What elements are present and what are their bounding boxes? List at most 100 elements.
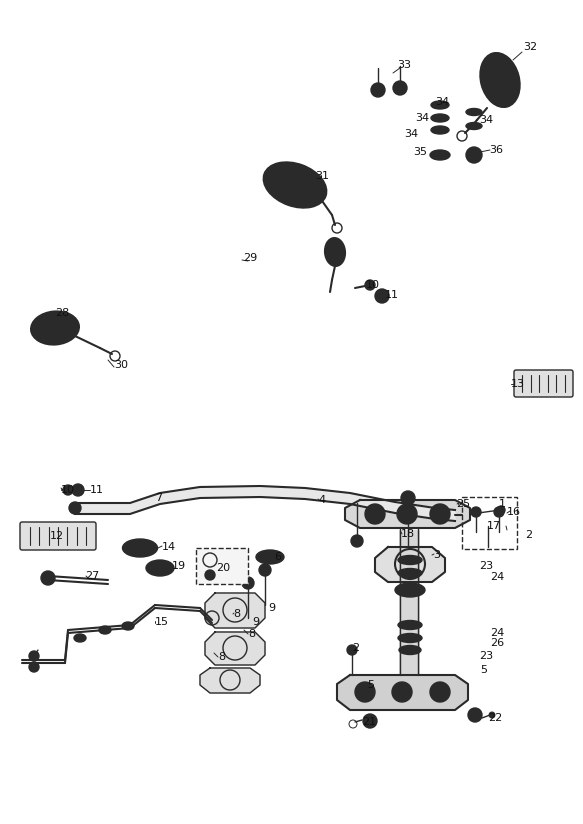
- Ellipse shape: [99, 626, 111, 634]
- Circle shape: [466, 147, 482, 163]
- Ellipse shape: [480, 53, 519, 107]
- Polygon shape: [375, 547, 445, 582]
- Circle shape: [63, 485, 73, 495]
- Text: 9: 9: [252, 617, 259, 627]
- Circle shape: [497, 506, 505, 514]
- Circle shape: [430, 504, 450, 524]
- Text: 18: 18: [401, 529, 415, 539]
- Ellipse shape: [122, 539, 157, 557]
- Ellipse shape: [399, 645, 421, 654]
- Circle shape: [78, 636, 82, 640]
- Ellipse shape: [398, 569, 422, 578]
- Circle shape: [103, 628, 107, 632]
- Text: 8: 8: [233, 609, 240, 619]
- Ellipse shape: [431, 126, 449, 134]
- Ellipse shape: [431, 101, 449, 109]
- Circle shape: [347, 645, 357, 655]
- Ellipse shape: [466, 109, 482, 115]
- Circle shape: [471, 507, 481, 517]
- Ellipse shape: [431, 114, 449, 122]
- Text: 13: 13: [511, 379, 525, 389]
- Text: 25: 25: [456, 499, 470, 509]
- Ellipse shape: [466, 123, 482, 129]
- Text: 21: 21: [362, 717, 376, 727]
- Ellipse shape: [325, 238, 345, 266]
- Polygon shape: [337, 675, 468, 710]
- Circle shape: [494, 507, 504, 517]
- Text: 24: 24: [490, 628, 504, 638]
- Ellipse shape: [256, 550, 284, 564]
- Ellipse shape: [74, 634, 86, 642]
- Text: 14: 14: [162, 542, 176, 552]
- Text: 28: 28: [55, 308, 69, 318]
- Circle shape: [365, 504, 385, 524]
- Ellipse shape: [398, 634, 422, 643]
- Text: 26: 26: [490, 638, 504, 648]
- Circle shape: [41, 571, 55, 585]
- Ellipse shape: [264, 162, 326, 208]
- Circle shape: [363, 714, 377, 728]
- Text: 34: 34: [479, 115, 493, 125]
- Text: 5: 5: [367, 680, 374, 690]
- Ellipse shape: [395, 583, 425, 597]
- Text: 23: 23: [479, 651, 493, 661]
- Text: 7: 7: [155, 493, 162, 503]
- Text: 17: 17: [487, 521, 501, 531]
- Bar: [462, 497, 517, 549]
- Circle shape: [401, 491, 415, 505]
- Bar: [196, 548, 248, 584]
- Text: 19: 19: [172, 561, 186, 571]
- Circle shape: [375, 289, 389, 303]
- Circle shape: [397, 504, 417, 524]
- Polygon shape: [345, 500, 470, 528]
- Text: 11: 11: [385, 290, 399, 300]
- Text: 2: 2: [352, 643, 359, 653]
- Polygon shape: [205, 632, 265, 665]
- Circle shape: [126, 624, 130, 628]
- Polygon shape: [200, 668, 260, 693]
- FancyBboxPatch shape: [20, 522, 96, 550]
- Text: 8: 8: [218, 652, 225, 662]
- Text: 22: 22: [488, 713, 502, 723]
- Text: 6: 6: [274, 552, 281, 562]
- Text: 12: 12: [50, 531, 64, 541]
- Circle shape: [371, 83, 385, 97]
- Circle shape: [365, 280, 375, 290]
- Text: 32: 32: [523, 42, 537, 52]
- Bar: [400, 530, 418, 674]
- FancyBboxPatch shape: [514, 370, 573, 397]
- Ellipse shape: [398, 620, 422, 630]
- Text: 2: 2: [525, 530, 532, 540]
- Circle shape: [392, 682, 412, 702]
- Circle shape: [205, 570, 215, 580]
- Circle shape: [69, 502, 81, 514]
- Text: 35: 35: [413, 147, 427, 157]
- Text: 36: 36: [489, 145, 503, 155]
- Ellipse shape: [398, 555, 422, 564]
- Polygon shape: [75, 486, 455, 521]
- Text: 33: 33: [397, 60, 411, 70]
- Text: 34: 34: [404, 129, 418, 139]
- Text: 20: 20: [216, 563, 230, 573]
- Text: 3: 3: [433, 550, 440, 560]
- Text: 34: 34: [435, 97, 449, 107]
- Circle shape: [242, 577, 254, 589]
- Circle shape: [355, 682, 375, 702]
- Text: 29: 29: [243, 253, 257, 263]
- Ellipse shape: [146, 560, 174, 576]
- Text: 27: 27: [85, 571, 99, 581]
- Text: 23: 23: [479, 561, 493, 571]
- Ellipse shape: [31, 311, 79, 344]
- Text: 11: 11: [90, 485, 104, 495]
- Text: 4: 4: [318, 495, 325, 505]
- Circle shape: [351, 535, 363, 547]
- Text: 24: 24: [490, 572, 504, 582]
- Polygon shape: [205, 593, 265, 628]
- Circle shape: [430, 682, 450, 702]
- Text: 15: 15: [155, 617, 169, 627]
- Text: 16: 16: [507, 507, 521, 517]
- Text: 8: 8: [248, 629, 255, 639]
- Circle shape: [393, 81, 407, 95]
- Text: 10: 10: [61, 485, 75, 495]
- Text: 5: 5: [480, 665, 487, 675]
